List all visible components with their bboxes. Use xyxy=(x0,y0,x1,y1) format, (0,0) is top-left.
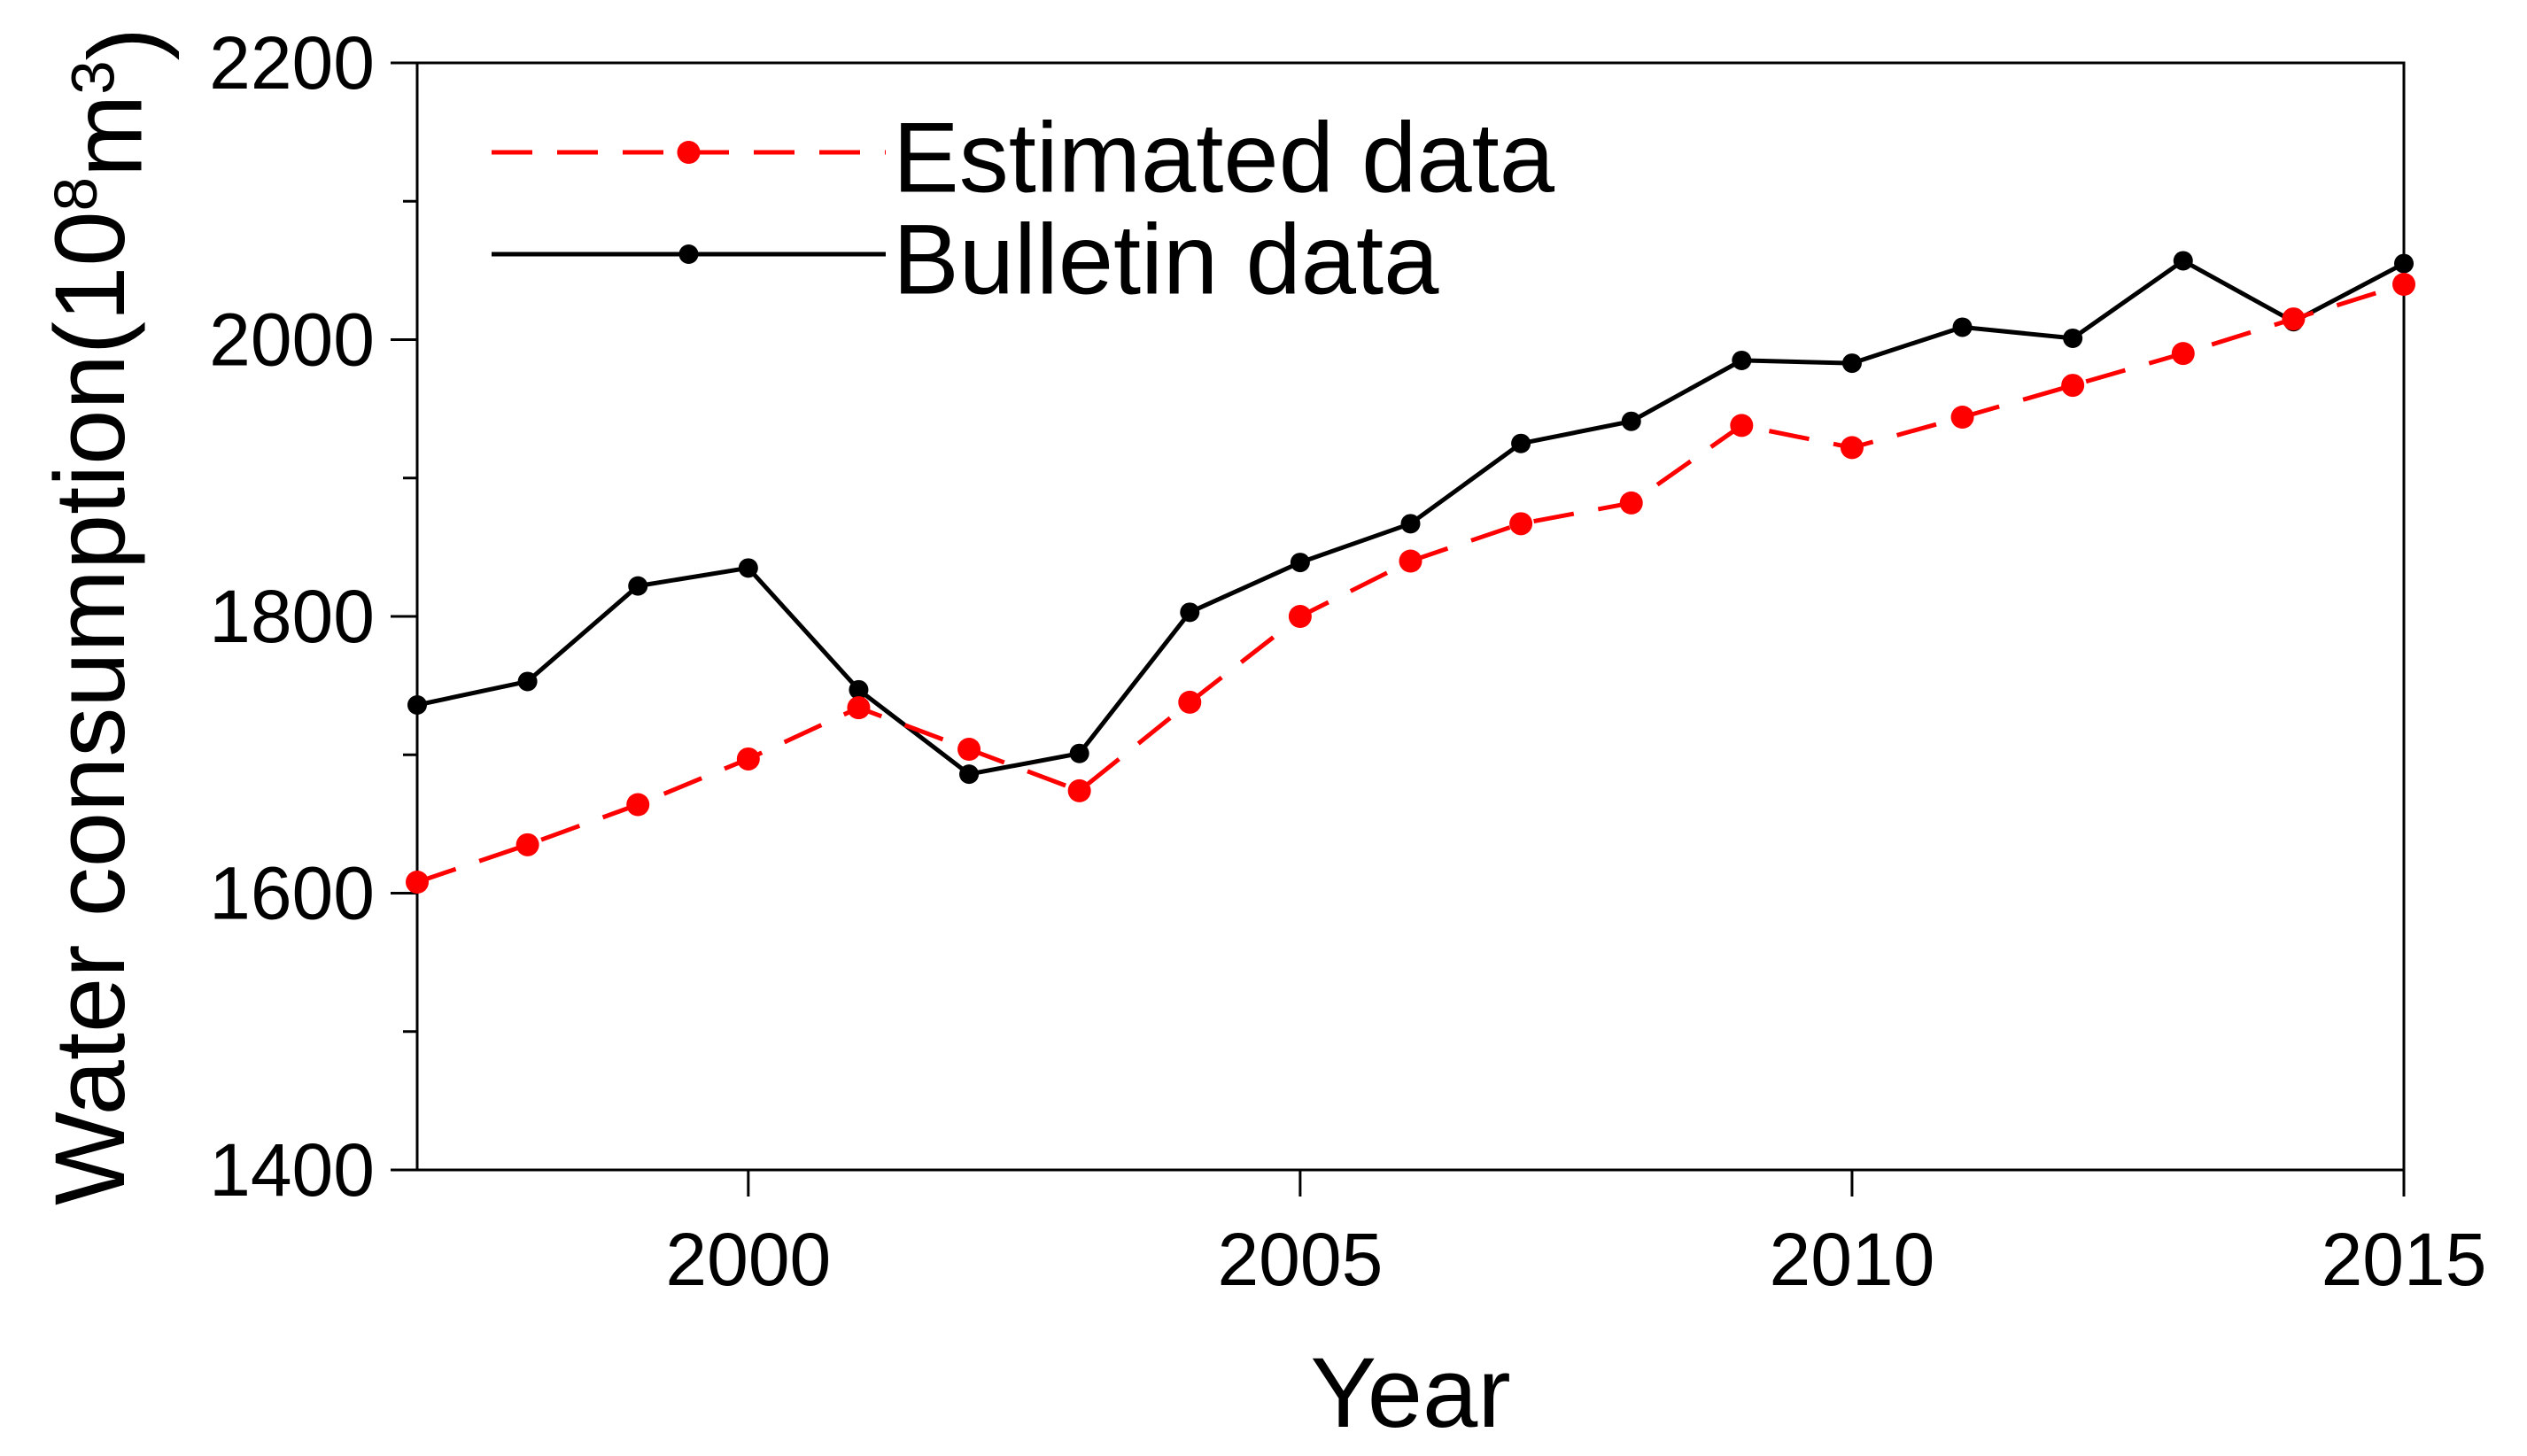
bulletin-data-point-marker xyxy=(1841,353,1862,374)
bulletin-data-point-marker xyxy=(1180,602,1200,623)
bulletin-data-point-marker xyxy=(1732,350,1752,370)
legend-bulletin-data-label: Bulletin data xyxy=(893,205,1439,315)
estimated-data-point-marker xyxy=(406,871,429,894)
bulletin-data-point-marker xyxy=(1400,514,1421,534)
estimated-data-point-marker xyxy=(2171,342,2195,366)
bulletin-data-point-marker xyxy=(959,764,980,785)
y-axis-tick-label: 1600 xyxy=(209,852,375,935)
y-axis-title: Water consumption(108m3) xyxy=(35,27,180,1205)
bulletin-data-point-marker xyxy=(849,679,869,700)
estimated-data-point-marker xyxy=(1067,778,1091,802)
y-axis-title-text: ) xyxy=(69,27,180,60)
estimated-data-point-marker xyxy=(1288,605,1312,628)
estimated-data-point-marker xyxy=(1619,491,1643,515)
x-axis-tick-label: 2015 xyxy=(2322,1218,2487,1301)
legend-estimated-data-label: Estimated data xyxy=(893,103,1555,213)
estimated-data-point-marker xyxy=(1730,414,1754,438)
bulletin-data-point-marker xyxy=(1511,433,1531,453)
estimated-data-point-marker xyxy=(1950,406,1974,429)
y-axis-title-text: m xyxy=(51,95,162,177)
x-axis-tick-label: 2005 xyxy=(1217,1218,1383,1301)
y-axis-tick-label: 2200 xyxy=(209,21,375,105)
bulletin-data-point-marker xyxy=(2063,328,2083,348)
estimated-data-point-marker xyxy=(626,793,650,817)
y-axis-title-superscript: 3 xyxy=(58,60,127,94)
estimated-data-point-marker xyxy=(1178,690,1202,714)
estimated-data-point-marker xyxy=(2282,307,2306,331)
estimated-data-point-marker xyxy=(736,747,760,771)
estimated-data-point-marker xyxy=(1840,436,1864,460)
x-axis-title: Year xyxy=(1310,1337,1510,1448)
bulletin-data-point-marker xyxy=(517,671,538,692)
y-axis-tick-label: 2000 xyxy=(209,298,375,382)
bulletin-data-point-marker xyxy=(407,695,427,715)
y-axis-tick-label: 1400 xyxy=(209,1128,375,1212)
estimated-data-line xyxy=(416,282,2405,885)
estimated-data-point-marker xyxy=(1399,549,1422,573)
estimated-data-point-marker xyxy=(515,833,539,856)
bulletin-data-point-marker xyxy=(1621,411,1641,431)
y-axis-tick-label: 1800 xyxy=(209,575,375,658)
bulletin-data-point-marker xyxy=(2394,253,2414,274)
bulletin-data-point-marker xyxy=(1290,553,1310,573)
bulletin-data-point-marker xyxy=(1952,317,1973,337)
x-axis-tick-label: 2010 xyxy=(1770,1218,1935,1301)
y-axis-title-superscript: 8 xyxy=(42,177,110,211)
bulletin-data-point-marker xyxy=(2173,251,2193,271)
estimated-data-point-marker xyxy=(2392,273,2415,296)
estimated-data-point-marker xyxy=(2061,374,2085,398)
x-axis-tick-label: 2000 xyxy=(665,1218,831,1301)
legend-bulletin-data-marker xyxy=(678,244,699,264)
bulletin-data-point-marker xyxy=(628,576,648,596)
estimated-data-point-marker xyxy=(1509,512,1533,536)
estimated-data-point-marker xyxy=(847,696,871,720)
bulletin-data-point-marker xyxy=(738,558,758,578)
y-axis-title-text: Water consumption(10 xyxy=(35,211,145,1205)
estimated-data-point-marker xyxy=(957,738,981,761)
legend-estimated-data-marker xyxy=(677,141,701,164)
bulletin-data-point-marker xyxy=(1069,743,1089,763)
